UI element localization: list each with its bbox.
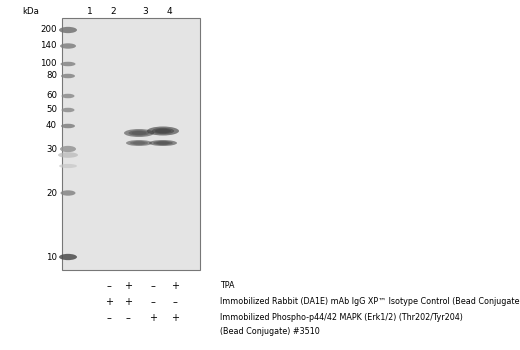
Text: +: + [124, 281, 132, 291]
Ellipse shape [59, 27, 77, 33]
Text: +: + [171, 313, 179, 323]
Ellipse shape [155, 129, 171, 133]
Text: kDa: kDa [22, 7, 39, 16]
Text: –: – [125, 313, 131, 323]
Text: TPA: TPA [220, 281, 235, 290]
Ellipse shape [133, 141, 146, 145]
Ellipse shape [60, 146, 76, 152]
Ellipse shape [60, 43, 76, 49]
Text: –: – [107, 313, 111, 323]
Ellipse shape [126, 140, 152, 146]
Text: 30: 30 [46, 145, 57, 154]
Ellipse shape [124, 129, 154, 137]
Text: 200: 200 [41, 26, 57, 35]
Text: 1: 1 [87, 7, 93, 15]
Text: +: + [149, 313, 157, 323]
Text: +: + [105, 297, 113, 307]
Text: 4: 4 [166, 7, 172, 15]
Text: (Bead Conjugate) #3510: (Bead Conjugate) #3510 [220, 327, 320, 336]
Text: 20: 20 [46, 189, 57, 197]
Ellipse shape [61, 108, 74, 112]
Text: 2: 2 [110, 7, 116, 15]
Text: –: – [107, 281, 111, 291]
Text: Immobilized Phospho-p44/42 MAPK (Erk1/2) (Thr202/Tyr204): Immobilized Phospho-p44/42 MAPK (Erk1/2)… [220, 314, 463, 322]
Ellipse shape [156, 141, 170, 145]
Text: –: – [173, 297, 177, 307]
Ellipse shape [153, 141, 173, 145]
Text: Immobilized Rabbit (DA1E) mAb IgG XP™ Isotype Control (Bead Conjugate): Immobilized Rabbit (DA1E) mAb IgG XP™ Is… [220, 298, 520, 307]
Ellipse shape [60, 62, 75, 66]
Ellipse shape [61, 94, 74, 98]
Text: +: + [124, 297, 132, 307]
Ellipse shape [59, 164, 77, 168]
Text: 50: 50 [46, 105, 57, 114]
Text: 100: 100 [41, 60, 57, 69]
Ellipse shape [147, 126, 179, 135]
Text: 3: 3 [142, 7, 148, 15]
Text: 60: 60 [46, 91, 57, 100]
Text: 10: 10 [46, 252, 57, 261]
Ellipse shape [128, 130, 150, 136]
Text: +: + [171, 281, 179, 291]
Ellipse shape [60, 190, 75, 196]
Text: 40: 40 [46, 121, 57, 131]
Ellipse shape [130, 141, 148, 145]
Bar [62, 18, 200, 270]
Text: –: – [151, 297, 155, 307]
Ellipse shape [59, 254, 77, 260]
Ellipse shape [61, 74, 75, 78]
Ellipse shape [149, 140, 177, 146]
Text: –: – [151, 281, 155, 291]
Text: 140: 140 [41, 42, 57, 50]
Ellipse shape [58, 152, 78, 158]
Ellipse shape [152, 128, 174, 134]
Ellipse shape [132, 131, 147, 135]
Text: 80: 80 [46, 71, 57, 80]
Ellipse shape [61, 124, 75, 128]
